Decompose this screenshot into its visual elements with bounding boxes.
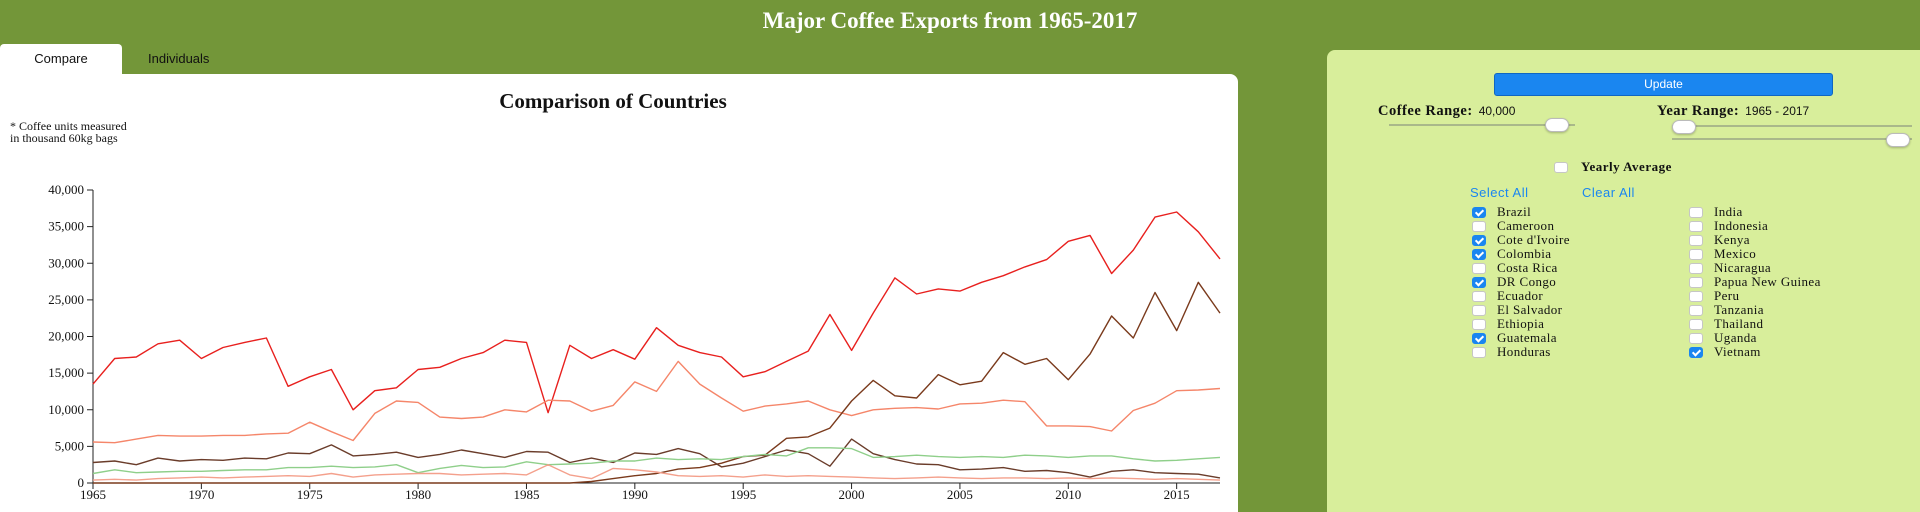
- country-checkbox-el-salvador[interactable]: [1472, 305, 1486, 316]
- year-range-track-start[interactable]: [1672, 125, 1912, 127]
- country-checkbox-indonesia[interactable]: [1689, 221, 1703, 232]
- year-range-end-handle[interactable]: [1886, 133, 1910, 147]
- country-checkbox-nicaragua[interactable]: [1689, 263, 1703, 274]
- coffee-range-handle[interactable]: [1545, 118, 1569, 132]
- units-note-line2: in thousand 60kg bags: [10, 131, 118, 145]
- year-range: Year Range: 1965 - 2017: [1657, 103, 1809, 120]
- yearly-average-label: Yearly Average: [1581, 159, 1672, 174]
- country-checkbox-kenya[interactable]: [1689, 235, 1703, 246]
- country-checkbox-guatemala[interactable]: [1472, 333, 1486, 344]
- country-checkbox-peru[interactable]: [1689, 291, 1703, 302]
- y-tick-label: 5,000: [55, 438, 84, 453]
- country-label-peru: Peru: [1714, 288, 1740, 303]
- country-label-vietnam: Vietnam: [1714, 344, 1761, 359]
- country-checkbox-thailand[interactable]: [1689, 319, 1703, 330]
- x-tick-label: 2000: [839, 487, 865, 502]
- country-checkbox-cote-d-ivoire[interactable]: [1472, 235, 1486, 246]
- x-tick-label: 1995: [730, 487, 756, 502]
- country-label-brazil: Brazil: [1497, 204, 1532, 219]
- yearly-average-checkbox[interactable]: [1554, 162, 1568, 173]
- country-label-ethiopia: Ethiopia: [1497, 316, 1545, 331]
- y-tick-label: 20,000: [48, 329, 84, 344]
- country-checkbox-colombia[interactable]: [1472, 249, 1486, 260]
- country-label-india: India: [1714, 204, 1743, 219]
- x-tick-label: 2005: [947, 487, 973, 502]
- coffee-range-value: 40,000: [1478, 104, 1516, 118]
- chart-panel: Comparison of Countries * Coffee units m…: [0, 74, 1238, 512]
- country-label-mexico: Mexico: [1714, 246, 1757, 261]
- tab-compare[interactable]: Compare: [0, 44, 122, 76]
- page-title: Major Coffee Exports from 1965-2017: [762, 8, 1138, 33]
- country-label-indonesia: Indonesia: [1714, 218, 1769, 233]
- series-line-5: [92, 447, 1221, 475]
- country-checkbox-india[interactable]: [1689, 207, 1703, 218]
- units-note-line1: * Coffee units measured: [10, 119, 127, 133]
- country-checkbox-honduras[interactable]: [1472, 347, 1486, 358]
- x-tick-label: 1980: [405, 487, 431, 502]
- x-tick-label: 1970: [188, 487, 214, 502]
- country-checkbox-brazil[interactable]: [1472, 207, 1486, 218]
- country-checkbox-mexico[interactable]: [1689, 249, 1703, 260]
- country-label-kenya: Kenya: [1714, 232, 1750, 247]
- x-tick-label: 2015: [1164, 487, 1190, 502]
- year-range-label: Year Range:: [1657, 103, 1740, 119]
- controls-panel: Update Coffee Range: 40,000 Year Range: 19…: [1327, 50, 1920, 512]
- country-label-tanzania: Tanzania: [1714, 302, 1764, 317]
- country-label-nicaragua: Nicaragua: [1714, 260, 1772, 275]
- series-line-4: [92, 438, 1221, 479]
- country-checkbox-tanzania[interactable]: [1689, 305, 1703, 316]
- country-label-costa-rica: Costa Rica: [1497, 260, 1558, 275]
- country-label-thailand: Thailand: [1714, 316, 1764, 331]
- country-label-el-salvador: El Salvador: [1497, 302, 1563, 317]
- country-checkbox-papua-new-guinea[interactable]: [1689, 277, 1703, 288]
- series-line-1: [92, 211, 1221, 414]
- y-tick-label: 40,000: [48, 182, 84, 197]
- country-checkbox-costa-rica[interactable]: [1472, 263, 1486, 274]
- y-tick-label: 30,000: [48, 255, 84, 270]
- tab-individuals[interactable]: Individuals: [148, 51, 210, 66]
- country-checkbox-vietnam[interactable]: [1689, 347, 1703, 358]
- y-tick-label: 0: [78, 475, 85, 490]
- coffee-range-label: Coffee Range:: [1378, 103, 1473, 119]
- country-label-ecuador: Ecuador: [1497, 288, 1544, 303]
- country-checkbox-ecuador[interactable]: [1472, 291, 1486, 302]
- country-label-uganda: Uganda: [1714, 330, 1757, 345]
- year-range-start-handle[interactable]: [1672, 120, 1696, 134]
- year-range-value: 1965 - 2017: [1745, 104, 1810, 118]
- update-button[interactable]: Update: [1494, 73, 1833, 96]
- coffee-range: Coffee Range: 40,000: [1378, 103, 1515, 120]
- country-checkbox-dr-congo[interactable]: [1472, 277, 1486, 288]
- country-label-colombia: Colombia: [1497, 246, 1552, 261]
- country-checkbox-cameroon[interactable]: [1472, 221, 1486, 232]
- country-label-cote-d-ivoire: Cote d'Ivoire: [1497, 232, 1570, 247]
- series-line-6: [92, 464, 1221, 481]
- country-label-cameroon: Cameroon: [1497, 218, 1555, 233]
- x-tick-label: 1965: [80, 487, 106, 502]
- country-label-dr-congo: DR Congo: [1497, 274, 1557, 289]
- x-tick-label: 1975: [297, 487, 323, 502]
- y-tick-label: 35,000: [48, 219, 84, 234]
- series-line-2: [92, 360, 1221, 444]
- select-all-link[interactable]: Select All: [1470, 185, 1529, 200]
- country-label-honduras: Honduras: [1497, 344, 1551, 359]
- chart-title: Comparison of Countries: [499, 89, 727, 113]
- clear-all-link[interactable]: Clear All: [1582, 185, 1635, 200]
- country-checkbox-ethiopia[interactable]: [1472, 319, 1486, 330]
- country-label-guatemala: Guatemala: [1497, 330, 1557, 345]
- series-line-3: [93, 281, 1221, 484]
- country-checkbox-uganda[interactable]: [1689, 333, 1703, 344]
- y-tick-label: 15,000: [48, 365, 84, 380]
- comparison-line-chart: Comparison of Countries * Coffee units m…: [10, 89, 1221, 502]
- y-tick-label: 10,000: [48, 402, 84, 417]
- y-tick-label: 25,000: [48, 292, 84, 307]
- x-tick-label: 2010: [1055, 487, 1081, 502]
- year-range-track-end[interactable]: [1672, 138, 1912, 140]
- coffee-range-track[interactable]: [1389, 124, 1575, 126]
- country-label-papua-new-guinea: Papua New Guinea: [1714, 274, 1821, 289]
- x-tick-label: 1990: [622, 487, 648, 502]
- x-tick-label: 1985: [513, 487, 539, 502]
